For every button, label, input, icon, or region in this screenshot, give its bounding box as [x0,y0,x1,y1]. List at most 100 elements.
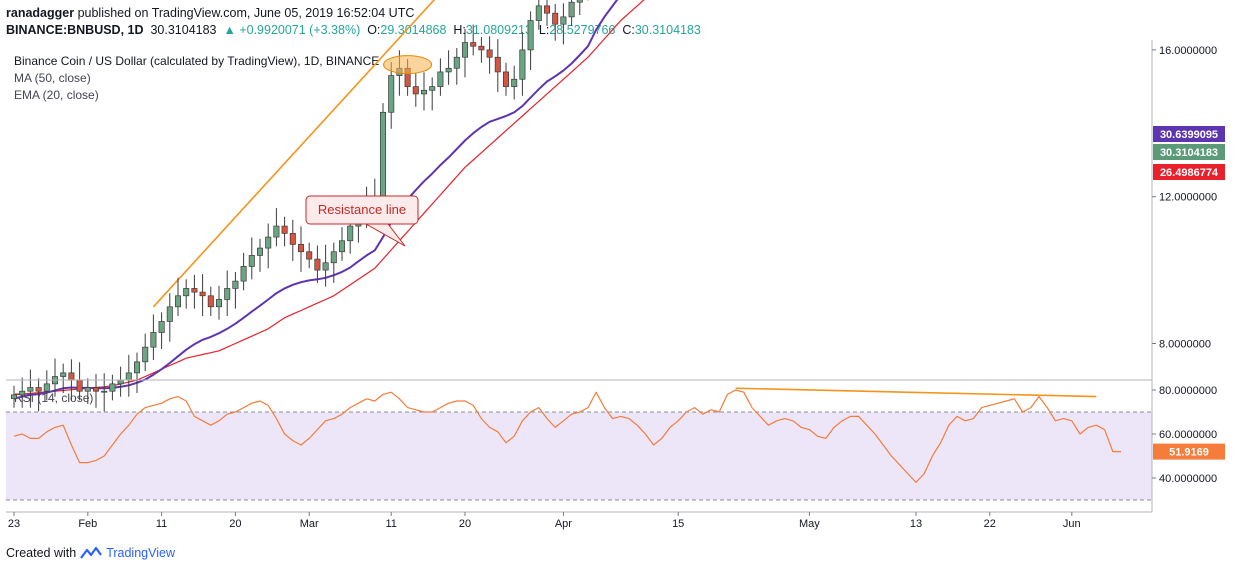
high-label: H: [453,23,466,37]
candle [420,72,428,111]
rsi-divergence-line [735,387,1097,398]
legend-ma[interactable]: MA (50, close) [14,71,91,85]
time-tick-label: 15 [672,518,684,530]
candle [461,28,469,78]
candle [215,285,223,320]
candle-body [265,236,272,249]
close-value: 30.3104183 [634,23,701,37]
candle-body [388,75,395,113]
time-tick-label: 22 [984,518,996,530]
candle [576,0,583,16]
candle [519,31,526,96]
candle [306,242,313,269]
touch-highlight [383,55,433,75]
candle-body [420,89,428,95]
candle-body [43,383,50,392]
rsi-tick-label: 80.0000000 [1159,385,1217,397]
candle-body [281,225,288,234]
candle [322,244,329,287]
ma-50-line [13,0,645,396]
candle-body [150,332,157,348]
candle-body [306,251,313,260]
candle [478,37,485,63]
candle [486,36,493,74]
candle [92,373,100,408]
candles [10,0,589,412]
time-tick-label: Apr [555,518,572,530]
rsi-value-tag: 51.9169 [1153,443,1225,460]
candle-body [35,387,42,392]
candle-body [576,0,583,3]
ma-price-tag-bg [1153,164,1225,180]
legend-ema[interactable]: EMA (20, close) [14,88,99,102]
annotation-callout[interactable]: Resistance line [305,195,419,247]
candle-body [543,5,551,14]
close-label: C: [622,23,635,37]
trend-lines [152,0,436,308]
ema-price-tag-text: 30.6399095 [1160,129,1218,141]
candle-body [60,372,67,377]
candle-body [486,49,493,58]
candle [19,377,26,408]
candle-body [199,291,206,297]
candle-body [527,20,534,51]
candle-body [101,390,108,393]
axes: 40.000000036.000000032.000000028.0000000… [6,40,1225,530]
candle [183,279,190,309]
candle-body [142,346,149,363]
candle [166,293,173,342]
rsi-line [13,389,1121,483]
time-tick-label: 13 [910,518,922,530]
high-value: 31.0809213 [465,23,532,37]
candle-body [461,42,469,58]
candle [232,271,239,309]
candle-body [289,233,296,245]
chart-header: ranadagger published on TradingView.com,… [6,5,701,39]
candle-body [68,372,75,381]
time-tick-label: Feb [78,518,97,530]
resistance-trend-line [152,0,436,308]
time-tick-label: May [799,518,820,530]
candle-body [519,49,526,80]
candle-body [379,111,387,198]
candle [273,208,280,247]
candle [494,39,501,93]
candle [429,77,436,111]
price-tick-label: 16.0000000 [1159,45,1217,57]
candle-body [125,372,132,381]
candle-body [76,379,83,392]
candle [511,65,518,100]
candle-body [338,240,346,253]
candle-body [248,255,255,267]
tradingview-brand[interactable]: TradingView [106,546,175,560]
candle [101,373,108,412]
candle [470,24,477,56]
rsi-band [6,411,1152,501]
rsi-value-tag-text: 51.9169 [1169,447,1209,459]
ema-20-line [13,0,619,400]
candle [117,366,124,397]
candle [158,312,165,350]
candle-body [158,321,165,333]
candle [314,245,321,283]
time-tick-label: 23 [8,518,20,530]
moving-averages [13,0,645,400]
time-tick-label: 11 [385,518,396,530]
time-tick-label: 11 [156,518,167,530]
candle-body [322,262,329,271]
candle-body [92,387,100,392]
candle-body [224,288,231,300]
chart-legend: Binance Coin / US Dollar (calculated by … [14,53,379,104]
candle-body [232,280,239,289]
candle [224,270,231,316]
candle [338,227,346,261]
candle [502,62,510,96]
candle [437,58,444,96]
candle-body [174,295,182,308]
candle [240,252,247,291]
candle [289,219,296,261]
time-tick-label: 20 [459,518,471,530]
author[interactable]: ranadagger [6,6,75,20]
candle [248,237,255,280]
